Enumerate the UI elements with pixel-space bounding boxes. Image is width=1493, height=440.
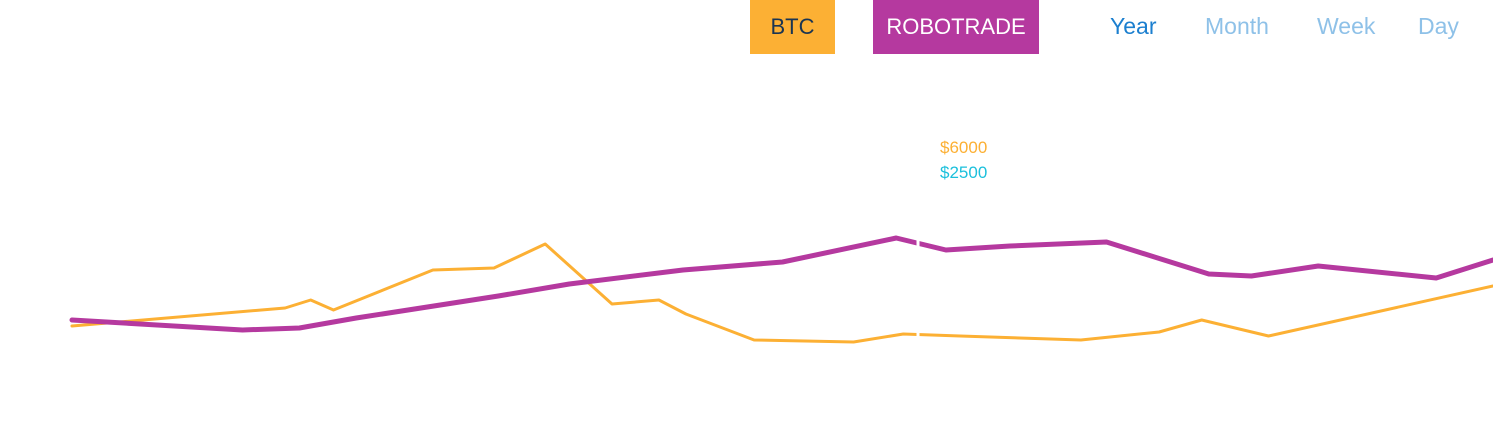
series-line-btc	[70, 242, 1493, 344]
btc-toggle-button[interactable]: BTC	[750, 0, 835, 54]
tooltip-btc-value: $6000	[940, 138, 988, 157]
period-month-tab[interactable]: Month	[1205, 13, 1269, 39]
period-week-tab[interactable]: Week	[1317, 13, 1376, 39]
series-layer	[69, 235, 1493, 344]
robotrade-toggle-button[interactable]: ROBOTRADE	[873, 0, 1039, 54]
tooltip-robotrade-value: $2500	[940, 163, 988, 182]
period-year-tab[interactable]: Year	[1110, 13, 1157, 39]
series-line-robotrade	[69, 235, 1493, 333]
period-day-tab[interactable]: Day	[1418, 13, 1459, 39]
